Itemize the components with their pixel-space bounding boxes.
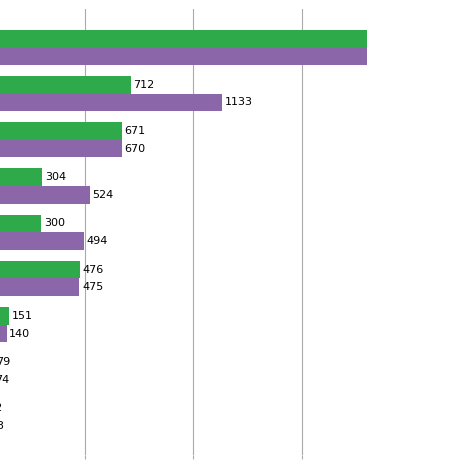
Bar bbox=[0, 168, 42, 186]
Text: 524: 524 bbox=[92, 190, 114, 200]
Bar bbox=[0, 122, 122, 140]
Text: 712: 712 bbox=[134, 80, 155, 90]
Bar bbox=[0, 279, 79, 296]
Text: 304: 304 bbox=[45, 172, 66, 182]
Bar bbox=[0, 93, 222, 111]
Text: 140: 140 bbox=[9, 328, 30, 338]
Text: 53: 53 bbox=[0, 421, 4, 431]
Bar bbox=[0, 140, 122, 157]
Text: 494: 494 bbox=[86, 236, 108, 246]
Text: 300: 300 bbox=[44, 219, 65, 228]
Text: 670: 670 bbox=[124, 144, 146, 154]
Text: 475: 475 bbox=[82, 283, 103, 292]
Text: 151: 151 bbox=[12, 311, 33, 321]
Bar bbox=[0, 76, 131, 93]
Bar bbox=[0, 307, 9, 325]
Text: 42: 42 bbox=[0, 403, 2, 413]
Text: 79: 79 bbox=[0, 357, 10, 367]
Text: 671: 671 bbox=[125, 126, 146, 136]
Bar bbox=[0, 47, 367, 65]
Bar bbox=[0, 215, 41, 232]
Text: 74: 74 bbox=[0, 375, 9, 385]
Text: 476: 476 bbox=[82, 264, 103, 275]
Bar bbox=[0, 186, 90, 204]
Bar bbox=[0, 232, 83, 250]
Bar bbox=[0, 261, 80, 279]
Text: 1133: 1133 bbox=[225, 97, 253, 107]
Bar bbox=[0, 325, 7, 342]
Bar bbox=[0, 30, 367, 47]
